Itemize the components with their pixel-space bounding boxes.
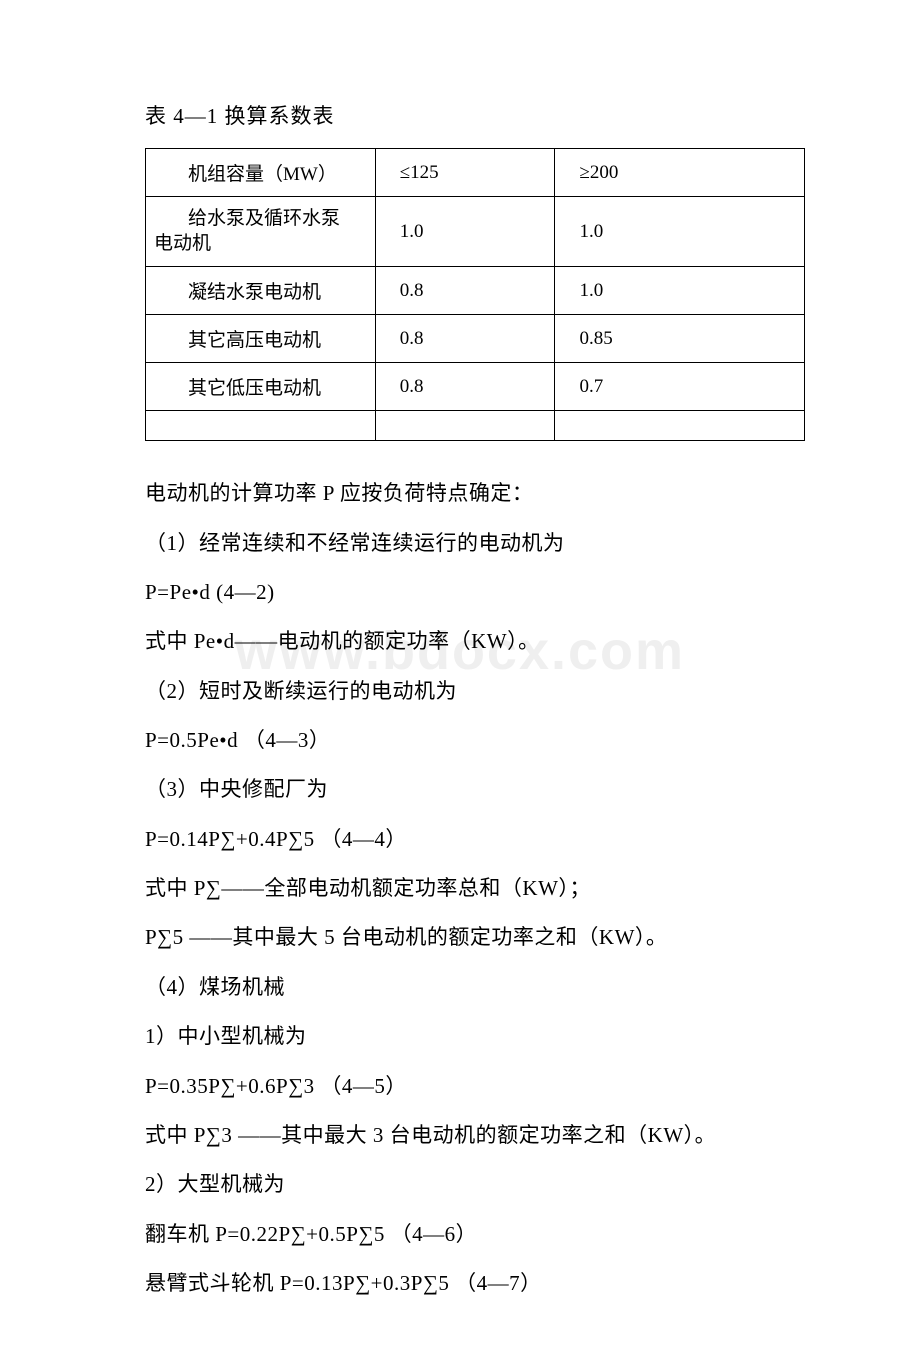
text-line: 1）中小型机械为 [145,1012,810,1061]
row-value: 1.0 [375,197,555,267]
row-value: 1.0 [555,197,805,267]
text-line: 式中 P∑——全部电动机额定功率总和（KW）； [145,864,810,913]
text-line: （1）经常连续和不经常连续运行的电动机为 [145,519,810,568]
row-value: 0.8 [375,363,555,411]
text-line: 电动机的计算功率 P 应按负荷特点确定： [145,469,810,518]
row-label: 其它低压电动机 [146,363,376,411]
empty-cell [555,411,805,441]
text-line: 式中 P∑3 ——其中最大 3 台电动机的额定功率之和（KW）。 [145,1111,810,1160]
text-line: P=0.35P∑+0.6P∑3 （4—5） [145,1062,810,1111]
text-line: （2）短时及断续运行的电动机为 [145,667,810,716]
header-cell: 机组容量（MW） [146,149,376,197]
row-label: 凝结水泵电动机 [146,267,376,315]
table-title: 表 4—1 换算系数表 [145,100,810,130]
table-row: 凝结水泵电动机 0.8 1.0 [146,267,805,315]
table-header-row: 机组容量（MW） ≤125 ≥200 [146,149,805,197]
conversion-table: 机组容量（MW） ≤125 ≥200 给水泵及循环水泵 电动机 1.0 1.0 … [145,148,805,441]
table-row: 其它高压电动机 0.8 0.85 [146,315,805,363]
text-line: 翻车机 P=0.22P∑+0.5P∑5 （4—6） [145,1210,810,1259]
text-line: （4）煤场机械 [145,963,810,1012]
text-line: 式中 Pe•d——电动机的额定功率（KW）。 [145,617,810,666]
empty-cell [146,411,376,441]
empty-cell [375,411,555,441]
row-value: 0.8 [375,267,555,315]
header-cell: ≥200 [555,149,805,197]
table-row: 其它低压电动机 0.8 0.7 [146,363,805,411]
label-line2: 电动机 [154,232,367,257]
text-line: P=0.5Pe•d （4—3） [145,716,810,765]
row-label: 其它高压电动机 [146,315,376,363]
table-row: 给水泵及循环水泵 电动机 1.0 1.0 [146,197,805,267]
body-text: 电动机的计算功率 P 应按负荷特点确定： （1）经常连续和不经常连续运行的电动机… [145,469,810,1308]
row-value: 0.7 [555,363,805,411]
text-line: P=Pe•d (4—2) [145,568,810,617]
text-line: P∑5 ——其中最大 5 台电动机的额定功率之和（KW）。 [145,913,810,962]
row-value: 0.85 [555,315,805,363]
row-label: 给水泵及循环水泵 电动机 [146,197,376,267]
table-empty-row [146,411,805,441]
text-line: 2）大型机械为 [145,1160,810,1209]
text-line: 悬臂式斗轮机 P=0.13P∑+0.3P∑5 （4—7） [145,1259,810,1308]
label-line1: 给水泵及循环水泵 [188,208,340,229]
text-line: （3）中央修配厂为 [145,765,810,814]
row-value: 0.8 [375,315,555,363]
text-line: P=0.14P∑+0.4P∑5 （4—4） [145,815,810,864]
header-cell: ≤125 [375,149,555,197]
row-value: 1.0 [555,267,805,315]
